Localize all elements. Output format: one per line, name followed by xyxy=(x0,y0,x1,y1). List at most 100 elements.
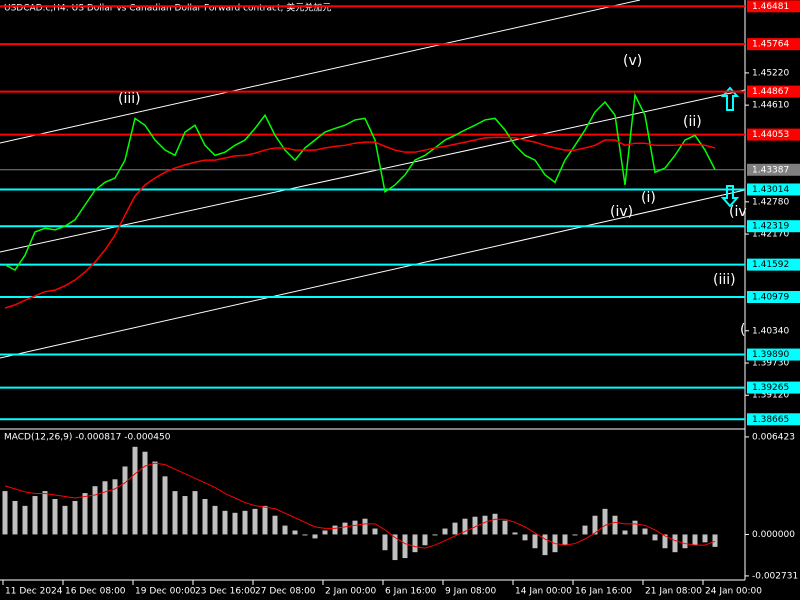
level-label: 1.44867 xyxy=(752,87,789,97)
macd-bar xyxy=(72,500,78,535)
moving-average xyxy=(4,136,716,309)
level-label: 1.41592 xyxy=(752,260,789,270)
macd-bar xyxy=(182,496,188,535)
y-tick-label: -0.002731 xyxy=(752,571,798,581)
level-box xyxy=(747,413,800,426)
level-label: 1.40979 xyxy=(752,293,789,303)
y-tick-label: 1.42170 xyxy=(752,230,789,240)
x-tick-label: 16 Jan 16:00 xyxy=(575,587,632,597)
macd-bar xyxy=(642,528,648,535)
channel-line xyxy=(0,89,746,253)
level-box xyxy=(747,0,800,13)
channel-line xyxy=(0,189,746,359)
macd-bar xyxy=(152,461,158,535)
level-box xyxy=(747,381,800,394)
macd-bar xyxy=(82,493,88,535)
y-tick-label: 0.000000 xyxy=(752,530,795,540)
y-tick-label: 1.42780 xyxy=(752,197,789,207)
wave-label: (iv) xyxy=(610,204,633,220)
down-arrow xyxy=(720,185,740,208)
level-label: 1.39265 xyxy=(752,383,789,393)
macd-bar xyxy=(662,534,668,549)
macd-bar xyxy=(312,534,318,539)
wave-label: (iii) xyxy=(713,272,736,288)
wave-label: (i) xyxy=(641,190,656,206)
y-tick-label: 1.39120 xyxy=(752,391,789,401)
macd-bar xyxy=(712,534,718,547)
level-box xyxy=(747,85,800,98)
channel-line xyxy=(0,0,641,144)
level-box xyxy=(747,38,800,51)
macd-bar xyxy=(512,532,518,535)
x-tick-label: 6 Jan 16:00 xyxy=(385,587,437,597)
x-tick-label: 19 Dec 00:00 xyxy=(135,587,196,597)
macd-bar xyxy=(372,528,378,535)
macd-bar xyxy=(332,525,338,535)
macd-bar xyxy=(542,534,548,556)
level-box xyxy=(747,291,800,304)
macd-bar xyxy=(282,525,288,535)
macd-bar xyxy=(102,481,108,535)
macd-bar xyxy=(452,522,458,535)
macd-bar xyxy=(222,510,228,535)
macd-bar xyxy=(132,446,138,535)
macd-bar xyxy=(292,530,298,535)
macd-bar xyxy=(702,534,708,543)
level-label: 1.44053 xyxy=(752,130,789,140)
x-tick-label: 9 Jan 08:00 xyxy=(445,587,497,597)
macd-bar xyxy=(62,505,68,535)
macd-bar xyxy=(432,534,438,536)
level-box xyxy=(747,183,800,196)
y-tick-label: 0.006423 xyxy=(752,432,795,442)
macd-bar xyxy=(122,466,128,535)
x-tick-label: 16 Dec 08:00 xyxy=(65,587,126,597)
macd-bar xyxy=(172,491,178,535)
y-tick-label: 1.45220 xyxy=(752,68,789,78)
macd-bar xyxy=(472,516,478,535)
macd-bar xyxy=(682,534,688,549)
macd-bar xyxy=(42,491,48,535)
macd-bar xyxy=(582,525,588,535)
macd-bar xyxy=(442,528,448,535)
macd-bar xyxy=(562,534,568,546)
macd-bar xyxy=(2,491,8,535)
up-arrow xyxy=(720,86,740,111)
x-tick-label: 24 Jan 00:00 xyxy=(705,587,762,597)
level-label: 1.46481 xyxy=(752,2,789,12)
macd-bar xyxy=(302,534,308,536)
level-box xyxy=(747,348,800,361)
level-box xyxy=(747,220,800,233)
macd-bar xyxy=(692,534,698,546)
macd-bar xyxy=(32,496,38,535)
x-tick-label: 2 Jan 00:00 xyxy=(325,587,377,597)
macd-bar xyxy=(462,518,468,535)
macd-bar xyxy=(622,530,628,535)
macd-bar xyxy=(532,534,538,549)
chart-title: USDCAD.c,H4: US Dollar vs Canadian Dolla… xyxy=(4,2,331,14)
wave-label: (iv xyxy=(729,204,747,220)
macd-bar xyxy=(202,498,208,535)
level-box xyxy=(747,258,800,271)
macd-bar xyxy=(482,515,488,535)
macd-bar xyxy=(412,534,418,553)
macd-bar xyxy=(112,479,118,535)
x-tick-label: 27 Dec 08:00 xyxy=(255,587,316,597)
macd-bar xyxy=(272,515,278,535)
macd-bar xyxy=(672,534,678,553)
macd-bar xyxy=(352,520,358,535)
macd-bar xyxy=(192,491,198,535)
level-box xyxy=(747,128,800,141)
macd-bar xyxy=(342,522,348,535)
macd-bar xyxy=(252,508,258,535)
macd-bar xyxy=(522,534,528,541)
macd-bar xyxy=(362,518,368,535)
macd-bar xyxy=(422,534,428,546)
macd-bar xyxy=(572,534,578,536)
macd-bar xyxy=(612,515,618,535)
channel xyxy=(0,0,746,359)
wave-label: ( xyxy=(740,322,745,338)
macd-bar xyxy=(142,451,148,535)
macd-title: MACD(12,26,9) -0.000817 -0.000450 xyxy=(4,433,171,443)
